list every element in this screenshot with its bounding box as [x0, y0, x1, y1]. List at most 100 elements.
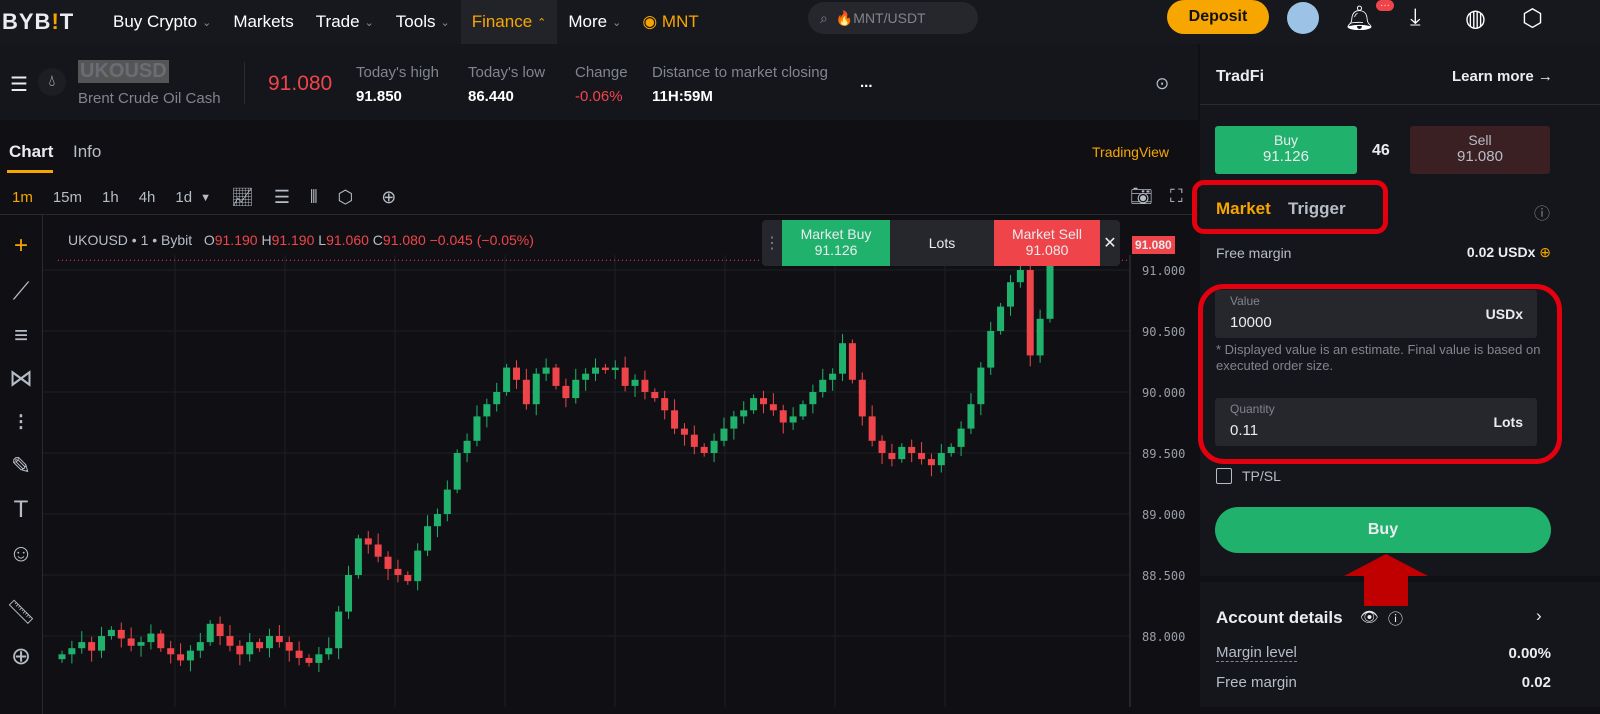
indicators-icon[interactable]: 📈︎	[230, 187, 254, 207]
sell-side-price: 91.080	[1457, 148, 1503, 165]
y-tick-label: 88.500	[1142, 569, 1185, 583]
fib-icon[interactable]: ≡	[13, 322, 28, 349]
symbol[interactable]: UKOUSD	[78, 60, 169, 83]
low-label: Today's low	[468, 64, 546, 81]
brush-icon[interactable]: ✎	[10, 453, 32, 480]
candlestick-chart[interactable]: 91.000 90.500 90.000 89.500 89.000 88.500 88.0…	[0, 0, 1200, 707]
candle	[621, 367, 629, 386]
camera-icon[interactable]: 📷︎	[1130, 186, 1153, 206]
candle	[957, 428, 965, 447]
add-funds-icon[interactable]: ⊕	[1539, 244, 1551, 260]
timeframe-1d[interactable]: 1d	[175, 189, 193, 206]
bybit-logo[interactable]: BYB!T	[2, 9, 75, 34]
help-icon[interactable]: ⓘ	[1388, 611, 1404, 628]
market-buy-label: Market Buy	[800, 226, 872, 242]
drag-handle-icon[interactable]: ⋮	[764, 235, 780, 252]
fullscreen-icon[interactable]: ⛶	[1170, 186, 1183, 206]
candle	[759, 398, 767, 405]
market-sell-price: 91.080	[1025, 242, 1069, 258]
candle	[908, 446, 916, 453]
nav-more[interactable]: More ⌄	[557, 0, 632, 44]
globe-icon[interactable]: ◍	[1465, 5, 1486, 32]
zoom-icon[interactable]: ⊕	[10, 643, 32, 670]
close-icon[interactable]: ✕	[1103, 235, 1117, 252]
tab-info[interactable]: Info	[73, 142, 102, 161]
help-icon[interactable]: ⓘ	[1534, 206, 1551, 223]
timeframe-15m[interactable]: 15m	[52, 189, 83, 206]
spread-value: 46	[1372, 142, 1390, 159]
candle	[374, 544, 382, 557]
sell-side-button[interactable]: Sell 91.080	[1410, 126, 1550, 174]
nav-label: Markets	[233, 12, 294, 31]
nav-finance[interactable]: Finance ⌃	[460, 0, 558, 44]
value-input[interactable]: Value 10000 USDx	[1215, 290, 1537, 338]
chevron-right-icon[interactable]: ›	[1536, 606, 1542, 625]
search-input[interactable]: ⌕ 🔥MNT/USDT	[808, 2, 978, 34]
settings-icon[interactable]: ⬡	[1522, 5, 1543, 32]
chart-settings-icon[interactable]: ⬡	[337, 187, 354, 207]
candle	[275, 636, 283, 643]
nav-trade[interactable]: Trade ⌄	[305, 0, 385, 44]
candle	[177, 654, 185, 661]
ticker-bar: ☰ 💧︎ UKOUSD Brent Crude Oil Cash 91.080 …	[0, 44, 1198, 120]
timeframe-1h[interactable]: 1h	[102, 189, 119, 206]
trendline-icon[interactable]: ⟋	[12, 278, 30, 305]
highlight-annotation	[1192, 180, 1388, 234]
candle-type-icon[interactable]: ⫴	[309, 187, 318, 207]
candle	[532, 373, 540, 405]
deposit-button[interactable]: Deposit	[1167, 0, 1269, 34]
download-icon[interactable]: ⤓	[1410, 4, 1421, 31]
tradingview-link[interactable]: TradingView	[1092, 144, 1170, 160]
candle	[167, 648, 175, 655]
tab-trigger[interactable]: Trigger	[1288, 199, 1346, 218]
candle	[592, 367, 600, 374]
tab-market[interactable]: Market	[1216, 199, 1271, 218]
high-value: 91.850	[356, 88, 402, 105]
tab-chart[interactable]: Chart	[9, 142, 54, 161]
bell-icon[interactable]: 🔔︎	[1344, 5, 1375, 32]
emoji-icon[interactable]: ☺	[8, 540, 34, 567]
play-icon[interactable]: ⊙	[1155, 74, 1170, 93]
nav-markets[interactable]: Markets	[222, 0, 304, 44]
avatar[interactable]	[1287, 2, 1319, 34]
crosshair-icon[interactable]: +	[13, 232, 28, 259]
pattern-icon[interactable]: ⋈	[9, 365, 33, 392]
text-icon[interactable]: T	[13, 496, 29, 523]
market-buy-button[interactable]: Market Buy 91.126	[782, 220, 890, 266]
add-icon[interactable]: ⊕	[381, 187, 397, 207]
timeframe-4h[interactable]: 4h	[138, 189, 156, 206]
eye-icon[interactable]: 👁︎	[1360, 609, 1380, 626]
buy-side-price: 91.126	[1263, 148, 1309, 165]
chart-panel: Chart Info TradingView 1m 15m 1h 4h 1d ▼…	[0, 122, 1198, 714]
legend-close: 91.080	[382, 232, 426, 248]
candle	[98, 636, 106, 651]
tpsl-checkbox[interactable]	[1216, 468, 1232, 484]
notification-badge: ···	[1376, 0, 1394, 11]
ruler-icon[interactable]: 📏︎	[5, 599, 37, 626]
closing-value: 11H:59M	[652, 88, 713, 105]
buy-button[interactable]: Buy	[1215, 507, 1551, 553]
nav-buy-crypto[interactable]: Buy Crypto ⌄	[102, 0, 222, 44]
nav-tools[interactable]: Tools ⌄	[385, 0, 461, 44]
y-tick-label: 89.500	[1142, 447, 1185, 461]
candle	[542, 367, 550, 374]
legend-title: UKOUSD • 1 • Bybit	[68, 232, 193, 248]
templates-icon[interactable]: ☰	[273, 187, 290, 207]
candle	[927, 459, 935, 466]
learn-more-link[interactable]: Learn more →	[1452, 68, 1553, 85]
projection-icon[interactable]: ⁝	[17, 409, 25, 436]
more-stats[interactable]: ...	[860, 74, 873, 91]
timeframe-dropdown-icon[interactable]: ▼	[200, 191, 211, 204]
lots-input[interactable]: Lots	[928, 235, 956, 251]
candle	[394, 568, 402, 575]
low-value: 86.440	[468, 88, 514, 105]
menu-icon[interactable]: ☰	[10, 74, 28, 96]
account-free-margin-label: Free margin	[1216, 674, 1297, 691]
mnt-link[interactable]: ◉ MNT	[642, 12, 699, 31]
candle	[295, 650, 303, 658]
timeframe-1m[interactable]: 1m	[12, 189, 33, 206]
quantity-input[interactable]: Quantity 0.11 Lots	[1215, 398, 1537, 446]
market-sell-button[interactable]: Market Sell 91.080	[994, 220, 1100, 266]
buy-side-button[interactable]: Buy 91.126	[1215, 126, 1357, 174]
candle	[206, 623, 214, 643]
